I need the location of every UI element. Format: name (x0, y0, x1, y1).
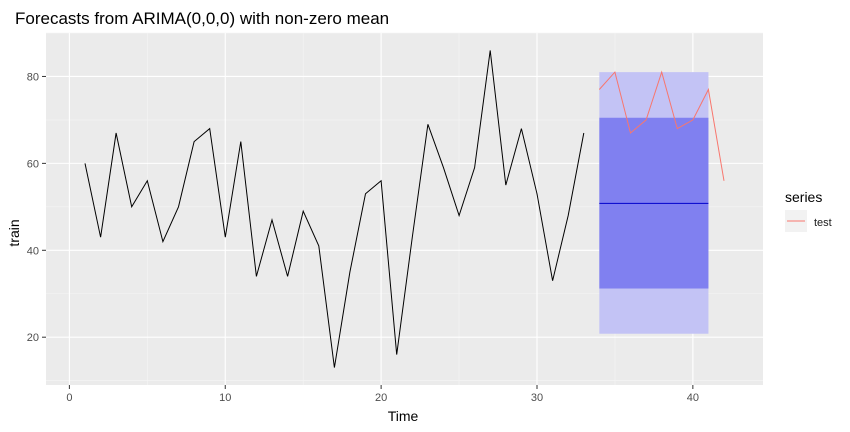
y-axis-label: train (6, 219, 22, 246)
train-series-line (84, 50, 585, 368)
y-tick-label: 60 (27, 158, 39, 170)
x-tick-label: 0 (66, 392, 72, 404)
y-tick-label: 20 (27, 332, 39, 344)
y-tick-label: 80 (27, 71, 39, 83)
y-axis-ticks: 20 40 60 80 (27, 71, 46, 344)
legend-label-test: test (814, 217, 832, 229)
x-tick-label: 10 (219, 392, 231, 404)
x-tick-label: 30 (531, 392, 543, 404)
x-tick-label: 20 (375, 392, 387, 404)
series-lines (84, 50, 725, 368)
legend-title: series (785, 189, 822, 205)
x-axis-ticks: 0 10 20 30 40 (66, 385, 699, 404)
x-axis-label: Time (388, 408, 419, 424)
test-series-line (598, 70, 725, 181)
legend: series test (785, 189, 832, 232)
x-tick-label: 40 (687, 392, 699, 404)
y-tick-label: 40 (27, 245, 39, 257)
chart-title: Forecasts from ARIMA(0,0,0) with non-zer… (15, 9, 389, 28)
